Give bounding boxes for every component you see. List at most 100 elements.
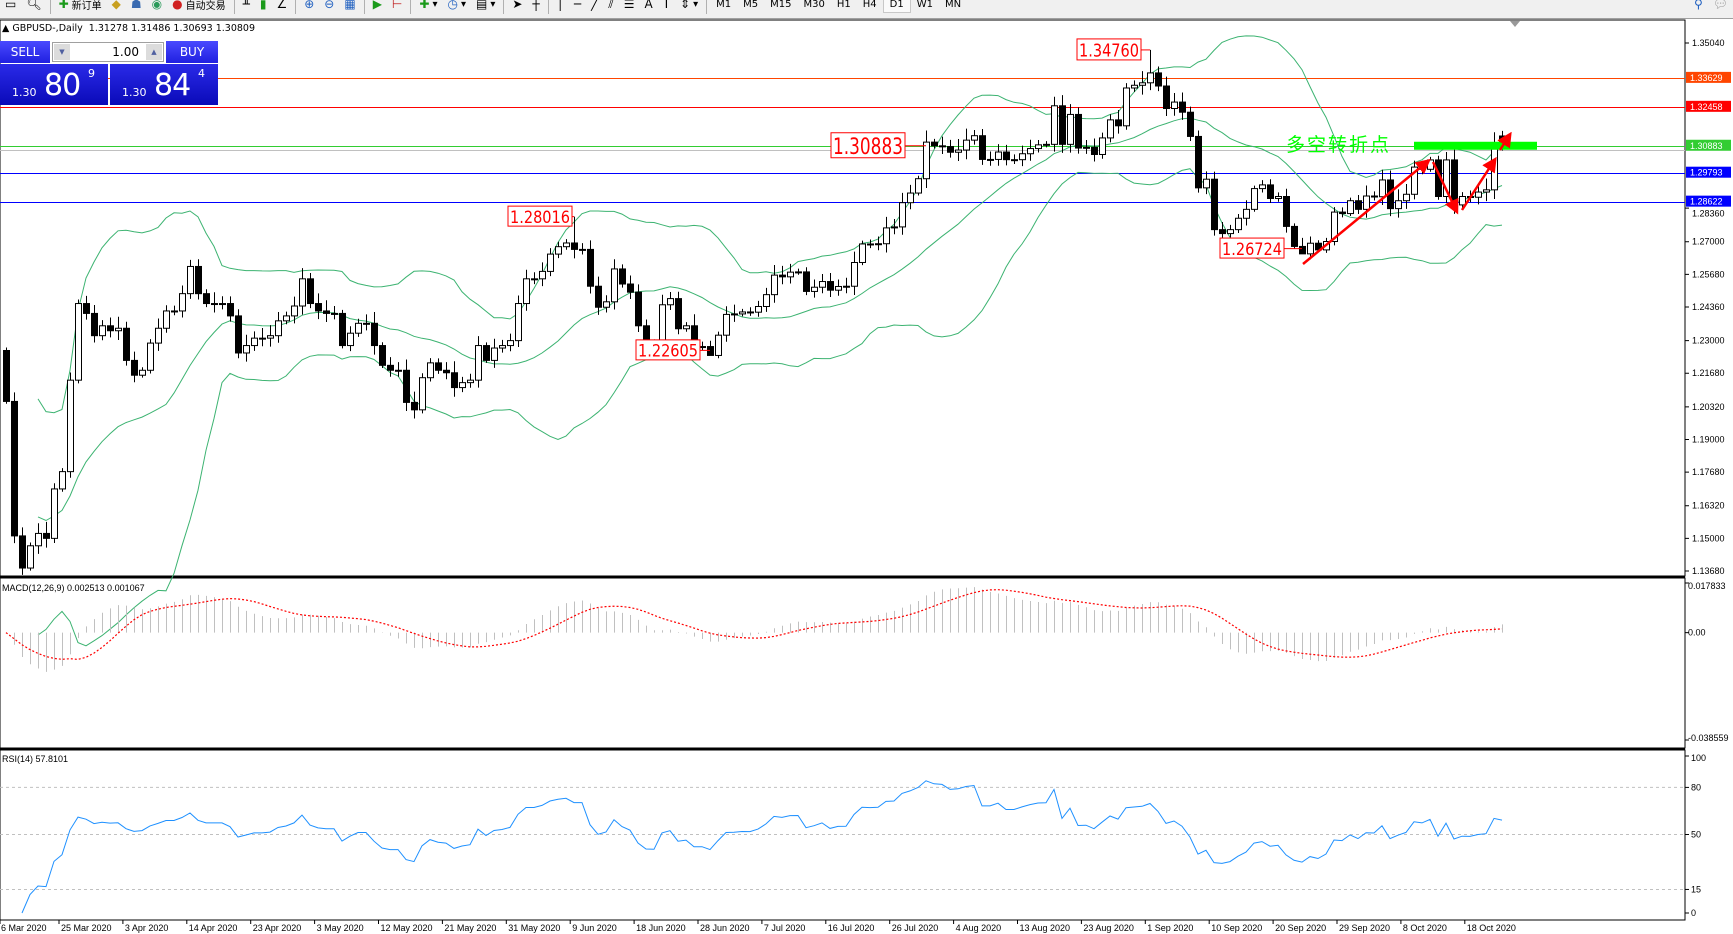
chat-button[interactable]: 💬︎ [1708, 0, 1733, 12]
candle [627, 275, 634, 299]
candle [523, 269, 530, 311]
timeframe-mn[interactable]: MN [944, 0, 962, 10]
candle [1187, 106, 1194, 141]
auto-scroll-button[interactable]: ▶ [368, 0, 387, 12]
candle [907, 184, 914, 210]
lot-decrease-button[interactable]: ▼ [54, 44, 70, 60]
sell-price[interactable]: 1.30 80 9 [0, 64, 108, 105]
zoom-out-button[interactable]: ⊖ [319, 0, 339, 12]
tile-windows-button[interactable]: ▦ [339, 0, 360, 12]
auto-trading-button[interactable]: ● 自动交易 [167, 0, 230, 12]
candle [859, 240, 866, 266]
zoom-preview-button[interactable]: 🔍︎ [21, 0, 46, 12]
timeframe-h4[interactable]: H4 [862, 0, 877, 10]
candle-body-bull [475, 345, 482, 381]
text-button[interactable]: A [639, 0, 657, 12]
search-button[interactable]: ⚲ [1689, 0, 1708, 12]
price-annotation: 1.34760 [1076, 38, 1150, 62]
crosshair-button[interactable]: ┼ [527, 0, 544, 12]
horizontal-line-button[interactable]: ─ [569, 0, 586, 12]
candle-body-bull [971, 135, 978, 141]
lot-size-input[interactable]: ▼ 1.00 ▲ [52, 42, 164, 62]
candle-body-bull [1251, 188, 1258, 210]
timeframe-m15[interactable]: M15 [770, 0, 792, 10]
zoom-in-button[interactable]: ⊕ [299, 0, 319, 12]
candle-body-bear [1339, 211, 1346, 215]
timeframe-m5[interactable]: M5 [743, 0, 759, 10]
candle [971, 130, 978, 145]
candle-body-bull [51, 488, 58, 539]
candle-body-bull [1123, 87, 1130, 127]
candle-body-bull [667, 298, 674, 306]
signal-icon: ◉ [151, 0, 163, 11]
channel-button[interactable]: ⫽ [603, 0, 618, 12]
text-label-button[interactable]: T [658, 0, 675, 12]
cursor-icon: ➤ [512, 0, 523, 11]
candle-body-bull [1131, 84, 1138, 89]
indicators-button[interactable]: ✚ ▾ [419, 0, 438, 11]
timeframe-h1[interactable]: H1 [836, 0, 851, 10]
timeframe-m1[interactable]: M1 [716, 0, 732, 10]
candle-chart-button[interactable]: ▮ [255, 0, 272, 12]
candle [1395, 189, 1402, 218]
candle [1123, 83, 1130, 130]
vertical-line-button[interactable]: │ [552, 0, 569, 12]
candle-body-bull [1083, 146, 1090, 149]
trendline-button[interactable]: ╱ [586, 0, 603, 12]
date-tick-label: 26 Jul 2020 [892, 923, 939, 933]
candle [19, 527, 26, 575]
timeframe-d1[interactable]: D1 [882, 0, 911, 13]
candle-body-bear [635, 291, 642, 327]
periods-button[interactable]: ◷ ▾ [447, 0, 466, 11]
candle [587, 240, 594, 294]
timeframe-w1[interactable]: W1 [916, 0, 933, 10]
candle-body-bull [1307, 242, 1314, 255]
line-chart-button[interactable]: ∠ [271, 0, 292, 12]
fibonacci-button[interactable]: ☰ [619, 0, 640, 12]
candle-body-bull [459, 382, 466, 389]
rsi-tick-label: 0 [1691, 908, 1696, 918]
template-icon: ▤ [475, 0, 488, 11]
buy-button[interactable]: BUY [166, 41, 218, 63]
new-order-button[interactable]: ✚ 新订单 [54, 0, 107, 12]
candle-body-bull [1475, 191, 1482, 198]
signals-button[interactable]: ◉ [147, 0, 167, 12]
market-watch-button[interactable]: ☗ [126, 0, 147, 12]
bar-chart-button[interactable]: ╨ [238, 0, 255, 12]
arrows-button[interactable]: ⇕ ▾ [680, 0, 699, 11]
cursor-button[interactable]: ➤ [507, 0, 527, 12]
candle [483, 342, 490, 363]
candle-body-bull [115, 327, 122, 332]
timeframe-m30[interactable]: M30 [803, 0, 825, 10]
candle [35, 523, 42, 554]
candle-body-bull [907, 192, 914, 204]
chart-shift-button[interactable]: ⊢ [387, 0, 407, 12]
candle-body-bear [203, 293, 210, 305]
sell-price-pips: 80 [44, 68, 81, 103]
price-tick-label: 1.15000 [1692, 533, 1725, 543]
candle [3, 347, 10, 404]
date-tick-label: 6 Mar 2020 [1, 923, 47, 933]
date-tick-label: 25 Mar 2020 [61, 923, 112, 933]
buy-price[interactable]: 1.30 84 4 [110, 64, 218, 105]
price-tick-label: 1.25680 [1692, 269, 1725, 279]
lot-increase-button[interactable]: ▲ [146, 44, 162, 60]
candle-body-bull [723, 313, 730, 336]
candle-body-bull [995, 151, 1002, 160]
price-line-tag [1686, 195, 1731, 207]
candle-body-bear [43, 532, 50, 539]
candle-body-bear [379, 345, 386, 366]
candle [475, 336, 482, 388]
candle-body-bear [595, 285, 602, 308]
price-tick-label: 1.19000 [1692, 434, 1725, 444]
templates-button[interactable]: ▤ ▾ [475, 0, 496, 11]
strategy-tester-button[interactable]: ◆ [107, 0, 126, 12]
sell-button[interactable]: SELL [0, 41, 50, 63]
collapse-icon[interactable]: ▲ [2, 23, 10, 34]
search-icon: ⚲ [1693, 0, 1703, 11]
candle-body-bear [3, 350, 10, 402]
candle [443, 362, 450, 380]
open-file-button[interactable]: ▭ [0, 0, 21, 12]
timeframe-bar: M1 M5 M15 M30 H1 H4 D1 W1 MN [710, 0, 967, 13]
